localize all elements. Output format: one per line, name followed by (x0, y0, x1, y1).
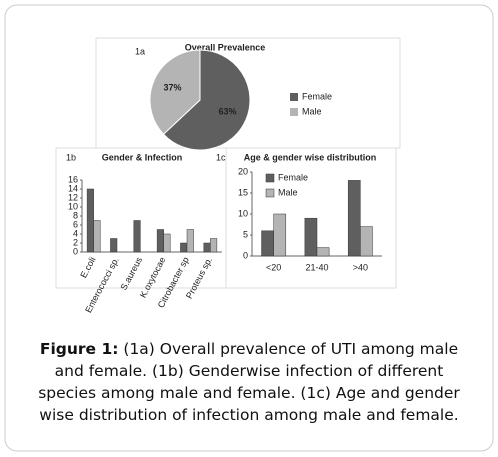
y-tick-label: 10 (68, 201, 78, 211)
x-tick-label: <20 (266, 262, 281, 272)
frame (4, 4, 494, 452)
bar (186, 229, 194, 253)
legend-swatch (265, 188, 275, 198)
legend-label: Male (278, 187, 298, 197)
y-tick-label: 5 (243, 229, 248, 239)
pie-slice (149, 49, 201, 135)
y-tick-label: 16 (68, 174, 78, 184)
x-tick-label: E.coli (78, 255, 97, 279)
bar (163, 233, 171, 253)
legend-swatch (290, 93, 298, 101)
pie-slice (162, 49, 251, 151)
y-tick-label: 15 (238, 187, 248, 197)
panel-label: 1a (135, 46, 145, 56)
y-tick-label: 0 (243, 250, 248, 260)
bar (360, 226, 373, 257)
bar (210, 238, 218, 253)
y-tick-label: 8 (73, 210, 78, 220)
value-label: 63% (219, 106, 237, 116)
y-tick-label: 4 (73, 228, 78, 238)
chart-title: Age & gender wise distribution (244, 152, 377, 162)
y-tick-label: 2 (73, 237, 78, 247)
legend-swatch (265, 173, 275, 183)
bar (110, 238, 118, 253)
bar (93, 220, 101, 253)
legend-label: Female (278, 172, 308, 182)
panel-label: 1b (66, 152, 76, 162)
panel-1c (225, 147, 397, 289)
legend-label: Male (302, 106, 322, 116)
chart-title: Overall Prevalence (185, 42, 266, 52)
legend-swatch (290, 108, 298, 116)
bar (203, 242, 211, 253)
caption-label: Figure 1: (39, 340, 119, 358)
bar (316, 247, 330, 257)
bar (304, 217, 318, 257)
chart-title: Gender & Infection (102, 152, 183, 162)
bar (86, 188, 94, 253)
y-tick-label: 10 (238, 208, 248, 218)
bar (261, 230, 274, 257)
legend-label: Female (302, 91, 332, 101)
value-label: 37% (163, 82, 181, 92)
panel-label: 1c (216, 152, 226, 162)
caption: Figure 1: (1a) Overall prevalence of UTI… (30, 338, 468, 426)
y-tick-label: 0 (73, 246, 78, 256)
x-tick-label: >40 (353, 262, 368, 272)
y-tick-label: 6 (73, 219, 78, 229)
bar (156, 229, 164, 253)
bar (273, 213, 287, 257)
x-tick-label: S.aureus (118, 255, 144, 292)
y-tick-label: 20 (238, 166, 248, 176)
bar (347, 180, 361, 257)
bar (180, 242, 188, 253)
y-tick-label: 14 (68, 183, 78, 193)
x-tick-label: 21-40 (305, 262, 328, 272)
bar (133, 220, 141, 253)
caption-text: (1a) Overall prevalence of UTI among mal… (38, 340, 460, 424)
y-tick-label: 12 (68, 192, 78, 202)
